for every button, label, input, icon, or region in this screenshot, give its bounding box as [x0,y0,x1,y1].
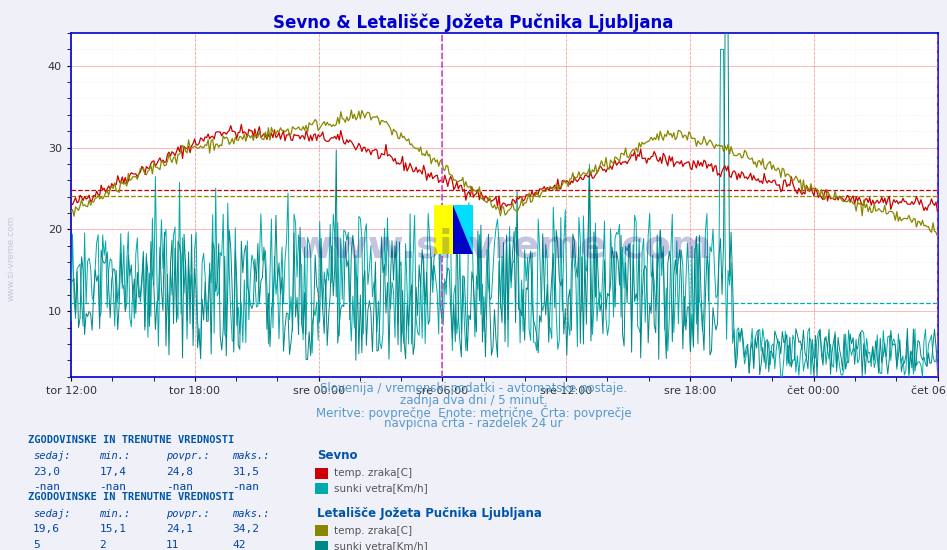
Text: povpr.:: povpr.: [166,509,209,519]
Text: 34,2: 34,2 [232,524,259,535]
Text: 24,1: 24,1 [166,524,193,535]
Text: 19,6: 19,6 [33,524,61,535]
Text: -nan: -nan [99,482,127,492]
Text: www.si-vreme.com: www.si-vreme.com [296,227,712,265]
Text: 2: 2 [99,540,106,550]
Text: www.si-vreme.com: www.si-vreme.com [7,216,16,301]
Text: temp. zraka[C]: temp. zraka[C] [334,468,412,478]
Text: maks.:: maks.: [232,451,270,461]
Text: -nan: -nan [166,482,193,492]
Text: 31,5: 31,5 [232,466,259,477]
Text: ZGODOVINSKE IN TRENUTNE VREDNOSTI: ZGODOVINSKE IN TRENUTNE VREDNOSTI [28,434,235,445]
Text: sedaj:: sedaj: [33,451,71,461]
Text: temp. zraka[C]: temp. zraka[C] [334,525,412,536]
Text: min.:: min.: [99,451,131,461]
Text: 42: 42 [232,540,245,550]
Text: ZGODOVINSKE IN TRENUTNE VREDNOSTI: ZGODOVINSKE IN TRENUTNE VREDNOSTI [28,492,235,503]
Text: Slovenija / vremenski podatki - avtomatske postaje.: Slovenija / vremenski podatki - avtomats… [320,382,627,395]
Text: min.:: min.: [99,509,131,519]
Text: sedaj:: sedaj: [33,509,71,519]
Text: -nan: -nan [232,482,259,492]
Text: navpična črta - razdelek 24 ur: navpična črta - razdelek 24 ur [384,417,563,430]
Text: 5: 5 [33,540,40,550]
Text: 24,8: 24,8 [166,466,193,477]
Bar [434,205,454,254]
Text: maks.:: maks.: [232,509,270,519]
Text: Sevno: Sevno [317,449,358,462]
Text: -nan: -nan [33,482,61,492]
Text: 11: 11 [166,540,179,550]
Text: 17,4: 17,4 [99,466,127,477]
Text: 15,1: 15,1 [99,524,127,535]
Polygon shape [454,205,473,254]
Text: povpr.:: povpr.: [166,451,209,461]
Text: sunki vetra[Km/h]: sunki vetra[Km/h] [334,483,428,493]
Text: Sevno & Letališče Jožeta Pučnika Ljubljana: Sevno & Letališče Jožeta Pučnika Ljublja… [274,14,673,32]
Text: sunki vetra[Km/h]: sunki vetra[Km/h] [334,541,428,550]
Text: Meritve: povprečne  Enote: metrične  Črta: povprečje: Meritve: povprečne Enote: metrične Črta:… [315,405,632,420]
Text: zadnja dva dni / 5 minut.: zadnja dva dni / 5 minut. [400,394,547,407]
Text: Letališče Jožeta Pučnika Ljubljana: Letališče Jožeta Pučnika Ljubljana [317,507,542,520]
Text: 23,0: 23,0 [33,466,61,477]
Polygon shape [454,205,473,254]
